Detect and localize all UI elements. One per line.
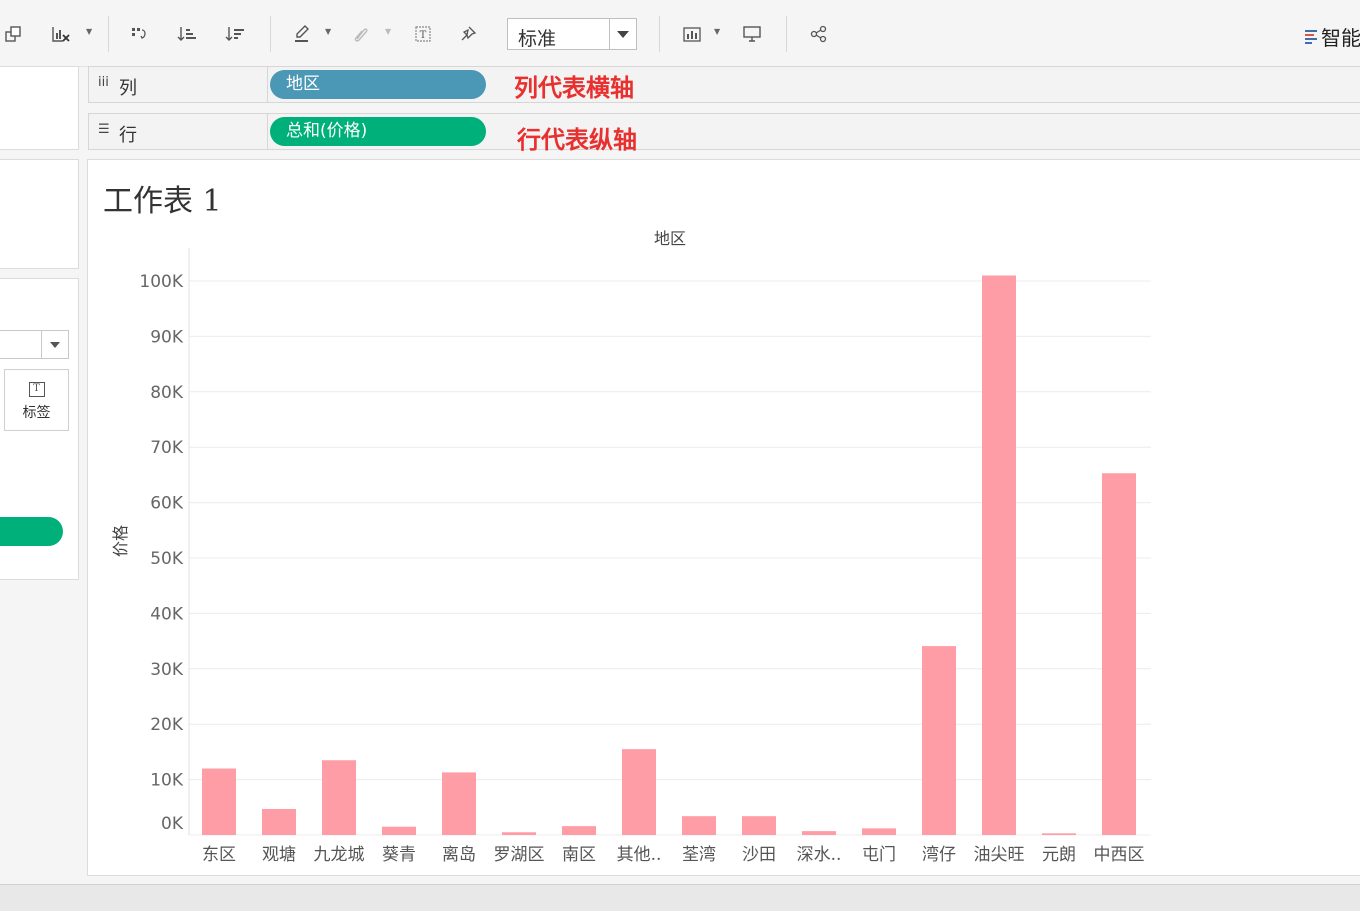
bar [622, 749, 656, 835]
y-tick-label: 30K [150, 660, 184, 680]
rows-shelf: ☰ 行 总和(价格) 行代表纵轴 [88, 113, 1360, 154]
label-text-icon[interactable]: T [411, 22, 435, 46]
x-tick-label: 葵青 [382, 845, 416, 865]
rows-label-text: 行 [119, 125, 137, 146]
x-tick-label: 离岛 [442, 845, 476, 865]
duplicate-sheet-icon[interactable] [1, 22, 25, 46]
x-tick-label: 屯门 [862, 845, 896, 865]
clear-sheet-icon[interactable] [49, 22, 73, 46]
worksheet-title: 工作表 1 [103, 184, 222, 219]
x-tick-label: 湾仔 [922, 845, 956, 865]
y-axis-title: 价格 [111, 525, 130, 557]
columns-label-text: 列 [119, 78, 137, 99]
left-panel-filters [0, 159, 79, 269]
rows-annotation: 行代表纵轴 [517, 126, 637, 154]
y-tick-label: 80K [150, 383, 184, 403]
columns-icon: iii [98, 75, 109, 90]
pin-icon[interactable] [456, 22, 480, 46]
fit-standard-value: 标准 [518, 28, 557, 50]
toolbar-divider [270, 16, 271, 52]
columns-shelf-label: iii 列 [89, 67, 268, 102]
bar [202, 768, 236, 835]
smart-label: 智能 [1321, 26, 1360, 50]
bar [742, 816, 776, 835]
marks-field-pill[interactable] [0, 517, 63, 546]
list-icon [1305, 29, 1317, 44]
columns-shelf: iii 列 地区 列代表横轴 [88, 66, 1360, 103]
x-tick-label: 中西区 [1094, 845, 1145, 865]
x-tick-label: 荃湾 [682, 845, 716, 865]
bar [982, 275, 1016, 836]
clear-sheet-dropdown-icon[interactable]: ▼ [86, 27, 93, 36]
mark-label-text: 标签 [22, 405, 51, 421]
group-icon [348, 22, 372, 46]
sheet-tab-bar [0, 884, 1360, 911]
rows-shelf-label: ☰ 行 [89, 114, 268, 149]
bar [262, 808, 296, 835]
columns-annotation: 列代表横轴 [514, 74, 634, 102]
share-icon[interactable] [807, 22, 831, 46]
worksheet-view: 工作表 1 0K 10K 20K 30K 40K 50K 60K 70K 80K 90K 100K 地… [87, 159, 1360, 876]
show-me-dropdown-icon[interactable]: ▼ [714, 27, 721, 36]
y-tick-label: 60K [150, 494, 184, 514]
bar [1102, 473, 1136, 835]
y-tick-label: 20K [150, 715, 184, 735]
sort-ascending-icon[interactable] [175, 22, 199, 46]
bar [1042, 833, 1076, 835]
y-tick-label: 0K [161, 814, 184, 834]
x-tick-label: 沙田 [742, 845, 776, 865]
x-tick-label: 东区 [202, 845, 236, 865]
y-tick-label: 90K [150, 327, 184, 347]
toolbar-divider [786, 16, 787, 52]
presentation-icon[interactable] [740, 22, 764, 46]
x-tick-label: 深水.. [797, 845, 842, 865]
svg-text:T: T [420, 30, 427, 41]
swap-rows-columns-icon[interactable] [127, 22, 151, 46]
fit-standard-select[interactable]: 标准 [507, 18, 637, 50]
mark-label-card[interactable]: T 标签 [4, 369, 69, 431]
rows-icon: ☰ [98, 122, 110, 137]
highlight-icon[interactable] [290, 22, 314, 46]
label-text-icon: T [28, 382, 45, 397]
toolbar-divider [108, 16, 109, 52]
bar [382, 826, 416, 835]
y-tick-label: 50K [150, 549, 184, 569]
bar [322, 760, 356, 835]
y-tick-label: 10K [150, 771, 184, 791]
highlight-dropdown-icon[interactable]: ▼ [325, 27, 332, 36]
x-tick-label: 其他.. [617, 845, 662, 865]
show-me-chart-icon[interactable] [680, 22, 704, 46]
columns-field-pill[interactable]: 地区 [270, 70, 486, 99]
x-tick-label: 元朗 [1042, 845, 1076, 865]
sort-descending-icon[interactable] [223, 22, 247, 46]
x-axis-title: 地区 [654, 229, 686, 248]
x-tick-label: 南区 [562, 845, 596, 865]
toolbar-divider [659, 16, 660, 52]
x-tick-label: 观塘 [262, 845, 296, 865]
group-dropdown-icon: ▼ [385, 27, 392, 36]
bar [682, 816, 716, 835]
bar [922, 646, 956, 835]
bar [442, 772, 476, 835]
x-tick-label: 罗湖区 [494, 845, 545, 865]
x-tick-label: 油尖旺 [974, 845, 1025, 865]
chevron-down-icon[interactable] [41, 331, 68, 358]
mark-type-select[interactable] [0, 330, 69, 359]
y-tick-label: 100K [139, 272, 183, 292]
rows-field-pill[interactable]: 总和(价格) [270, 117, 486, 146]
left-panel-pages [0, 66, 79, 150]
bar [502, 832, 536, 835]
bar [562, 826, 596, 835]
chevron-down-icon[interactable] [609, 19, 636, 49]
bar [862, 828, 896, 835]
x-tick-label: 九龙城 [314, 845, 365, 865]
y-tick-label: 70K [150, 438, 184, 458]
bar [802, 831, 836, 835]
toolbar: ▼ ▼ ▼ T 标准 ▼ 智能 [0, 0, 1360, 67]
smart-recommendations-button[interactable]: 智能 [1305, 22, 1360, 51]
y-tick-label: 40K [150, 604, 184, 624]
